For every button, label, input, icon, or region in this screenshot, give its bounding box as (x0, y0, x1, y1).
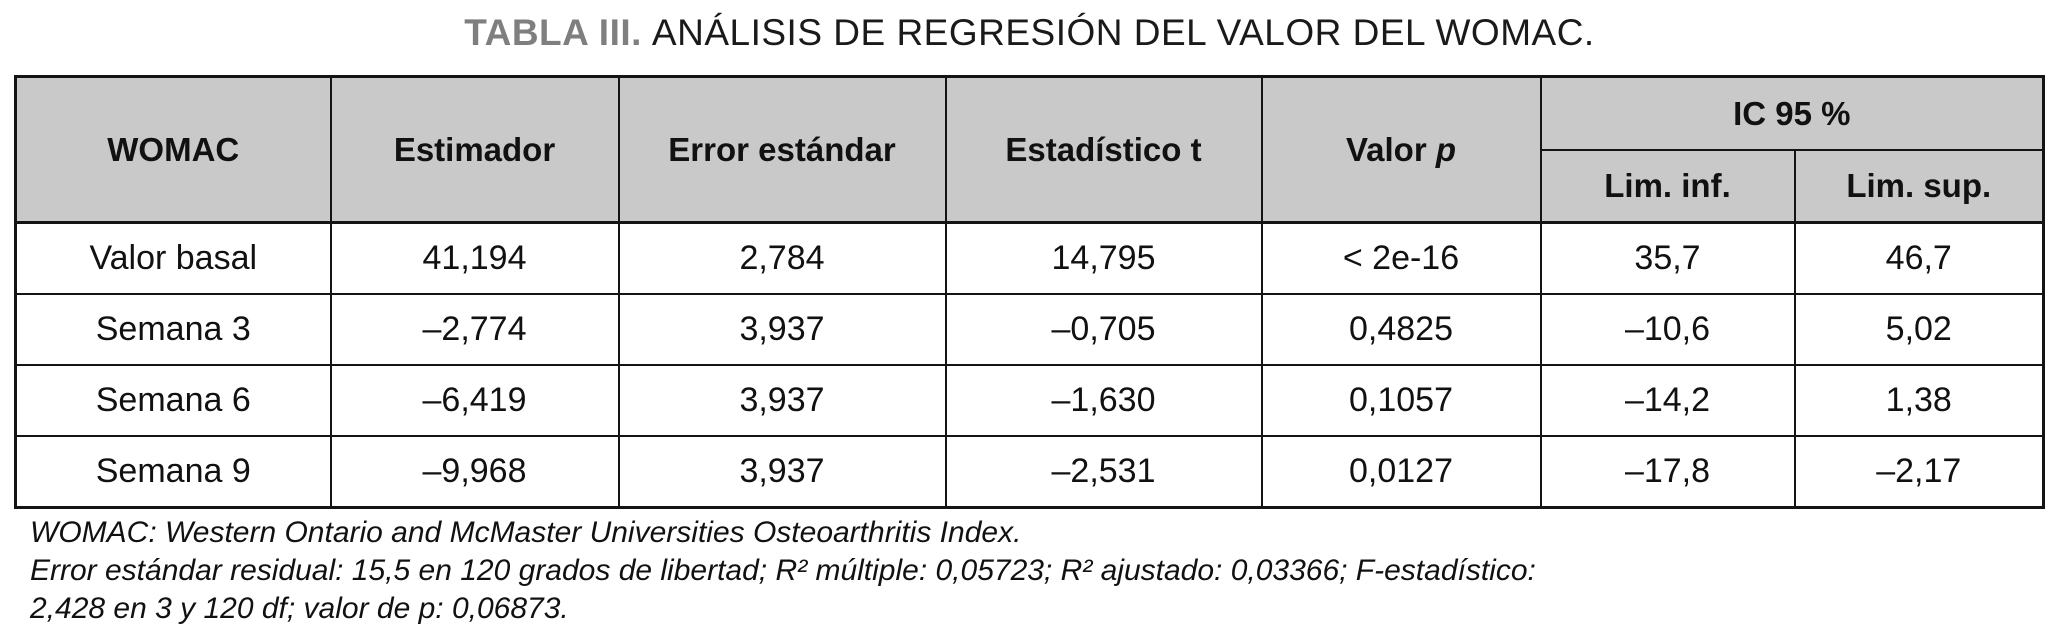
cell-estimador: –2,774 (329, 293, 620, 366)
regression-table: WOMAC Estimador Error estándar Estadísti… (14, 75, 2046, 509)
row-label: Semana 6 (14, 364, 332, 437)
cell-error-estandar: 3,937 (617, 293, 947, 366)
cell-valor-p: < 2e-16 (1260, 221, 1542, 295)
column-header-valor-p: Valor p (1260, 75, 1542, 224)
column-header-estimador: Estimador (329, 75, 620, 224)
cell-estimador: 41,194 (329, 221, 620, 295)
cell-lim-inf: –10,6 (1539, 293, 1796, 366)
cell-lim-sup: 46,7 (1793, 221, 2045, 295)
valor-p-symbol: p (1435, 130, 1457, 168)
cell-lim-sup: 1,38 (1793, 364, 2045, 437)
cell-valor-p: 0,0127 (1260, 435, 1542, 509)
cell-error-estandar: 3,937 (617, 435, 947, 509)
column-header-error-estandar: Error estándar (617, 75, 947, 224)
row-label: Semana 3 (14, 293, 332, 366)
table-title-label: TABLA III. (464, 12, 642, 53)
cell-lim-sup: –2,17 (1793, 435, 2045, 509)
cell-estimador: –9,968 (329, 435, 620, 509)
table-row-semana-9: Semana 9 –9,968 3,937 –2,531 0,0127 –17,… (14, 435, 2045, 509)
table-row-semana-3: Semana 3 –2,774 3,937 –0,705 0,4825 –10,… (14, 293, 2045, 366)
table-title-text: ANÁLISIS DE REGRESIÓN DEL VALOR DEL WOMA… (651, 12, 1595, 53)
cell-estadistico-t: 14,795 (944, 221, 1263, 295)
cell-estadistico-t: –0,705 (944, 293, 1263, 366)
cell-error-estandar: 3,937 (617, 364, 947, 437)
table-row-valor-basal: Valor basal 41,194 2,784 14,795 < 2e-16 … (14, 221, 2045, 295)
cell-estadistico-t: –1,630 (944, 364, 1263, 437)
footnote-model-stats-line2: 2,428 en 3 y 120 df; valor de p: 0,06873… (30, 592, 569, 625)
table-footnotes: WOMAC: Western Ontario and McMaster Univ… (30, 514, 2040, 628)
cell-estimador: –6,419 (329, 364, 620, 437)
cell-lim-inf: 35,7 (1539, 221, 1796, 295)
column-header-womac: WOMAC (14, 75, 332, 224)
column-header-estadistico-t: Estadístico t (944, 75, 1263, 224)
column-header-ic-95: IC 95 % (1539, 75, 2045, 151)
column-header-lim-inf: Lim. inf. (1539, 149, 1796, 224)
cell-lim-inf: –14,2 (1539, 364, 1796, 437)
valor-p-prefix: Valor (1345, 130, 1427, 168)
cell-valor-p: 0,1057 (1260, 364, 1542, 437)
row-label: Semana 9 (14, 435, 332, 509)
cell-lim-inf: –17,8 (1539, 435, 1796, 509)
cell-error-estandar: 2,784 (617, 221, 947, 295)
cell-valor-p: 0,4825 (1260, 293, 1542, 366)
table-row-semana-6: Semana 6 –6,419 3,937 –1,630 0,1057 –14,… (14, 364, 2045, 437)
table-title: TABLA III. ANÁLISIS DE REGRESIÓN DEL VALO… (0, 12, 2059, 54)
row-label: Valor basal (14, 221, 332, 295)
cell-estadistico-t: –2,531 (944, 435, 1263, 509)
footnote-womac-definition: WOMAC: Western Ontario and McMaster Univ… (30, 516, 1022, 549)
cell-lim-sup: 5,02 (1793, 293, 2045, 366)
column-header-lim-sup: Lim. sup. (1793, 149, 2045, 224)
footnote-model-stats-line1: Error estándar residual: 15,5 en 120 gra… (30, 554, 1536, 587)
